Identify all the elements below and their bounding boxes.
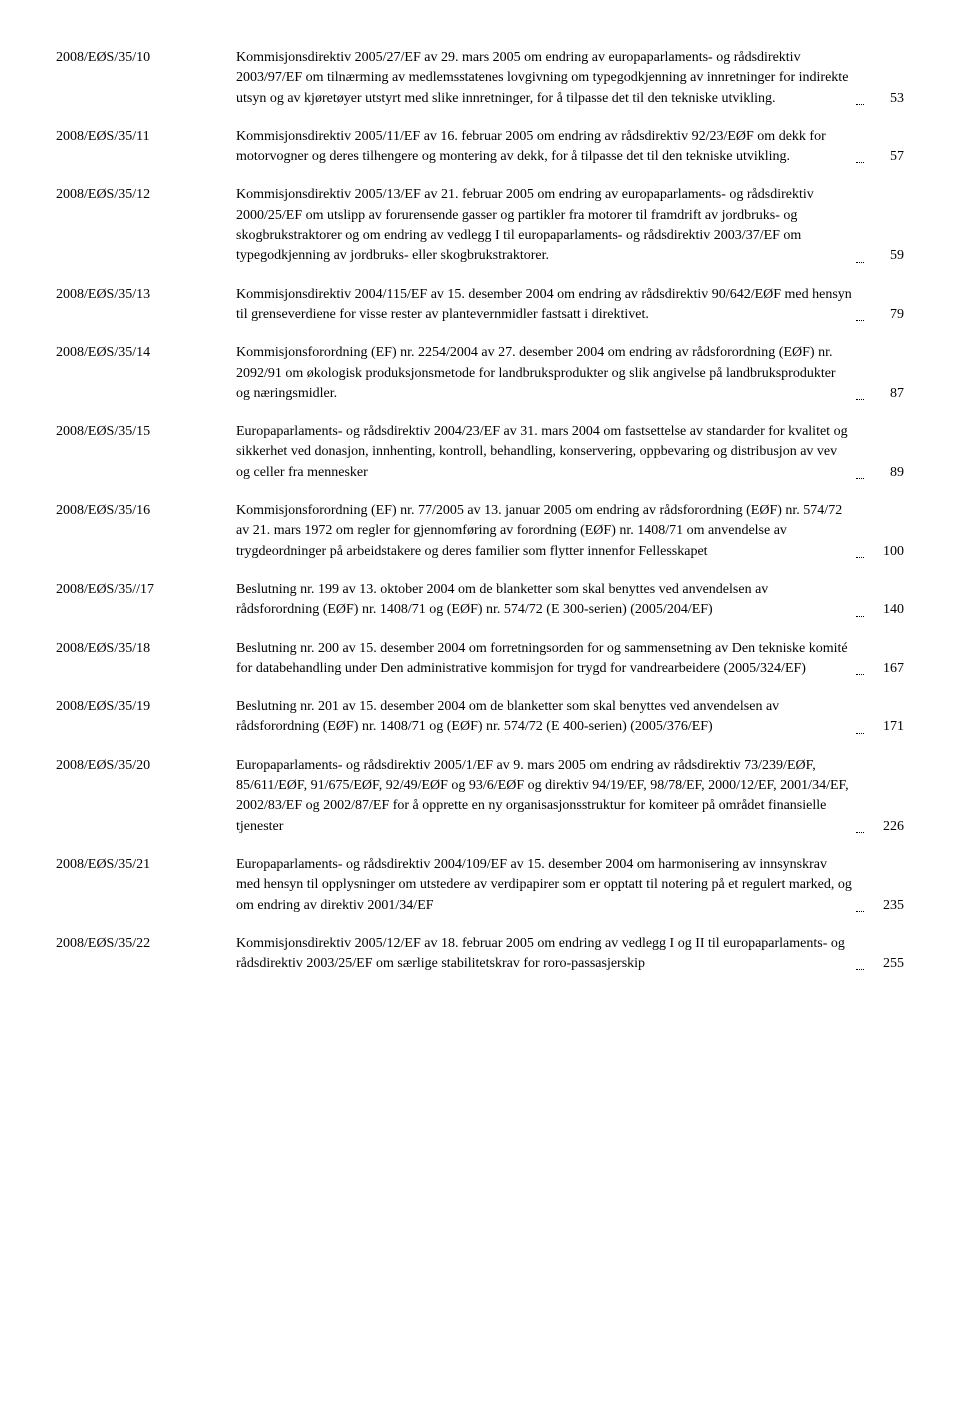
toc-entry: 2008/EØS/35/15Europaparlaments- og rådsd… [56,422,904,483]
leader-dots [856,832,864,833]
entry-text: Kommisjonsforordning (EF) nr. 2254/2004 … [236,343,852,404]
entry-id: 2008/EØS/35/21 [56,855,236,916]
toc-entry: 2008/EØS/35/12Kommisjonsdirektiv 2005/13… [56,185,904,266]
entry-body: Europaparlaments- og rådsdirektiv 2005/1… [236,756,904,837]
entry-body: Europaparlaments- og rådsdirektiv 2004/2… [236,422,904,483]
toc-entry: 2008/EØS/35/14Kommisjonsforordning (EF) … [56,343,904,404]
toc-entry: 2008/EØS/35/20Europaparlaments- og rådsd… [56,756,904,837]
leader-dots [856,399,864,400]
entry-id: 2008/EØS/35/22 [56,934,236,975]
leader-dots [856,104,864,105]
toc-entry: 2008/EØS/35/10Kommisjonsdirektiv 2005/27… [56,48,904,109]
leader-dots [856,616,864,617]
leader-dots [856,557,864,558]
leader-dots [856,320,864,321]
entry-page: 79 [868,305,904,325]
entry-text: Beslutning nr. 200 av 15. desember 2004 … [236,639,852,680]
leader-dots [856,911,864,912]
entry-page: 89 [868,463,904,483]
toc-entry: 2008/EØS/35/21Europaparlaments- og rådsd… [56,855,904,916]
entry-id: 2008/EØS/35/19 [56,697,236,738]
entry-page: 87 [868,384,904,404]
entry-id: 2008/EØS/35/18 [56,639,236,680]
entry-page: 171 [868,717,904,737]
entry-text: Europaparlaments- og rådsdirektiv 2004/2… [236,422,852,483]
entry-id: 2008/EØS/35/13 [56,285,236,326]
entry-text: Kommisjonsdirektiv 2005/11/EF av 16. feb… [236,127,852,168]
entry-id: 2008/EØS/35/14 [56,343,236,404]
entry-text: Kommisjonsdirektiv 2005/27/EF av 29. mar… [236,48,852,109]
entry-id: 2008/EØS/35/15 [56,422,236,483]
entry-body: Kommisjonsdirektiv 2004/115/EF av 15. de… [236,285,904,326]
entry-id: 2008/EØS/35/20 [56,756,236,837]
entry-id: 2008/EØS/35//17 [56,580,236,621]
leader-dots [856,262,864,263]
entry-text: Kommisjonsdirektiv 2005/12/EF av 18. feb… [236,934,852,975]
entry-id: 2008/EØS/35/11 [56,127,236,168]
leader-dots [856,733,864,734]
entry-page: 255 [868,954,904,974]
entry-page: 100 [868,542,904,562]
toc-entry: 2008/EØS/35/11Kommisjonsdirektiv 2005/11… [56,127,904,168]
entry-text: Europaparlaments- og rådsdirektiv 2005/1… [236,756,852,837]
entry-body: Beslutning nr. 201 av 15. desember 2004 … [236,697,904,738]
table-of-contents: 2008/EØS/35/10Kommisjonsdirektiv 2005/27… [56,48,904,974]
entry-body: Europaparlaments- og rådsdirektiv 2004/1… [236,855,904,916]
entry-body: Beslutning nr. 199 av 13. oktober 2004 o… [236,580,904,621]
entry-text: Kommisjonsdirektiv 2004/115/EF av 15. de… [236,285,852,326]
leader-dots [856,969,864,970]
entry-text: Europaparlaments- og rådsdirektiv 2004/1… [236,855,852,916]
entry-page: 226 [868,817,904,837]
entry-body: Beslutning nr. 200 av 15. desember 2004 … [236,639,904,680]
entry-page: 167 [868,659,904,679]
leader-dots [856,162,864,163]
toc-entry: 2008/EØS/35/18Beslutning nr. 200 av 15. … [56,639,904,680]
entry-text: Beslutning nr. 199 av 13. oktober 2004 o… [236,580,852,621]
entry-page: 59 [868,246,904,266]
entry-text: Kommisjonsdirektiv 2005/13/EF av 21. feb… [236,185,852,266]
toc-entry: 2008/EØS/35/19Beslutning nr. 201 av 15. … [56,697,904,738]
entry-body: Kommisjonsdirektiv 2005/12/EF av 18. feb… [236,934,904,975]
leader-dots [856,674,864,675]
entry-body: Kommisjonsforordning (EF) nr. 2254/2004 … [236,343,904,404]
entry-text: Beslutning nr. 201 av 15. desember 2004 … [236,697,852,738]
toc-entry: 2008/EØS/35/13Kommisjonsdirektiv 2004/11… [56,285,904,326]
entry-body: Kommisjonsdirektiv 2005/27/EF av 29. mar… [236,48,904,109]
entry-page: 53 [868,89,904,109]
toc-entry: 2008/EØS/35//17Beslutning nr. 199 av 13.… [56,580,904,621]
entry-id: 2008/EØS/35/16 [56,501,236,562]
entry-text: Kommisjonsforordning (EF) nr. 77/2005 av… [236,501,852,562]
toc-entry: 2008/EØS/35/22Kommisjonsdirektiv 2005/12… [56,934,904,975]
entry-page: 140 [868,600,904,620]
entry-id: 2008/EØS/35/10 [56,48,236,109]
entry-page: 57 [868,147,904,167]
toc-entry: 2008/EØS/35/16Kommisjonsforordning (EF) … [56,501,904,562]
leader-dots [856,478,864,479]
entry-id: 2008/EØS/35/12 [56,185,236,266]
entry-body: Kommisjonsdirektiv 2005/11/EF av 16. feb… [236,127,904,168]
entry-page: 235 [868,896,904,916]
entry-body: Kommisjonsforordning (EF) nr. 77/2005 av… [236,501,904,562]
entry-body: Kommisjonsdirektiv 2005/13/EF av 21. feb… [236,185,904,266]
